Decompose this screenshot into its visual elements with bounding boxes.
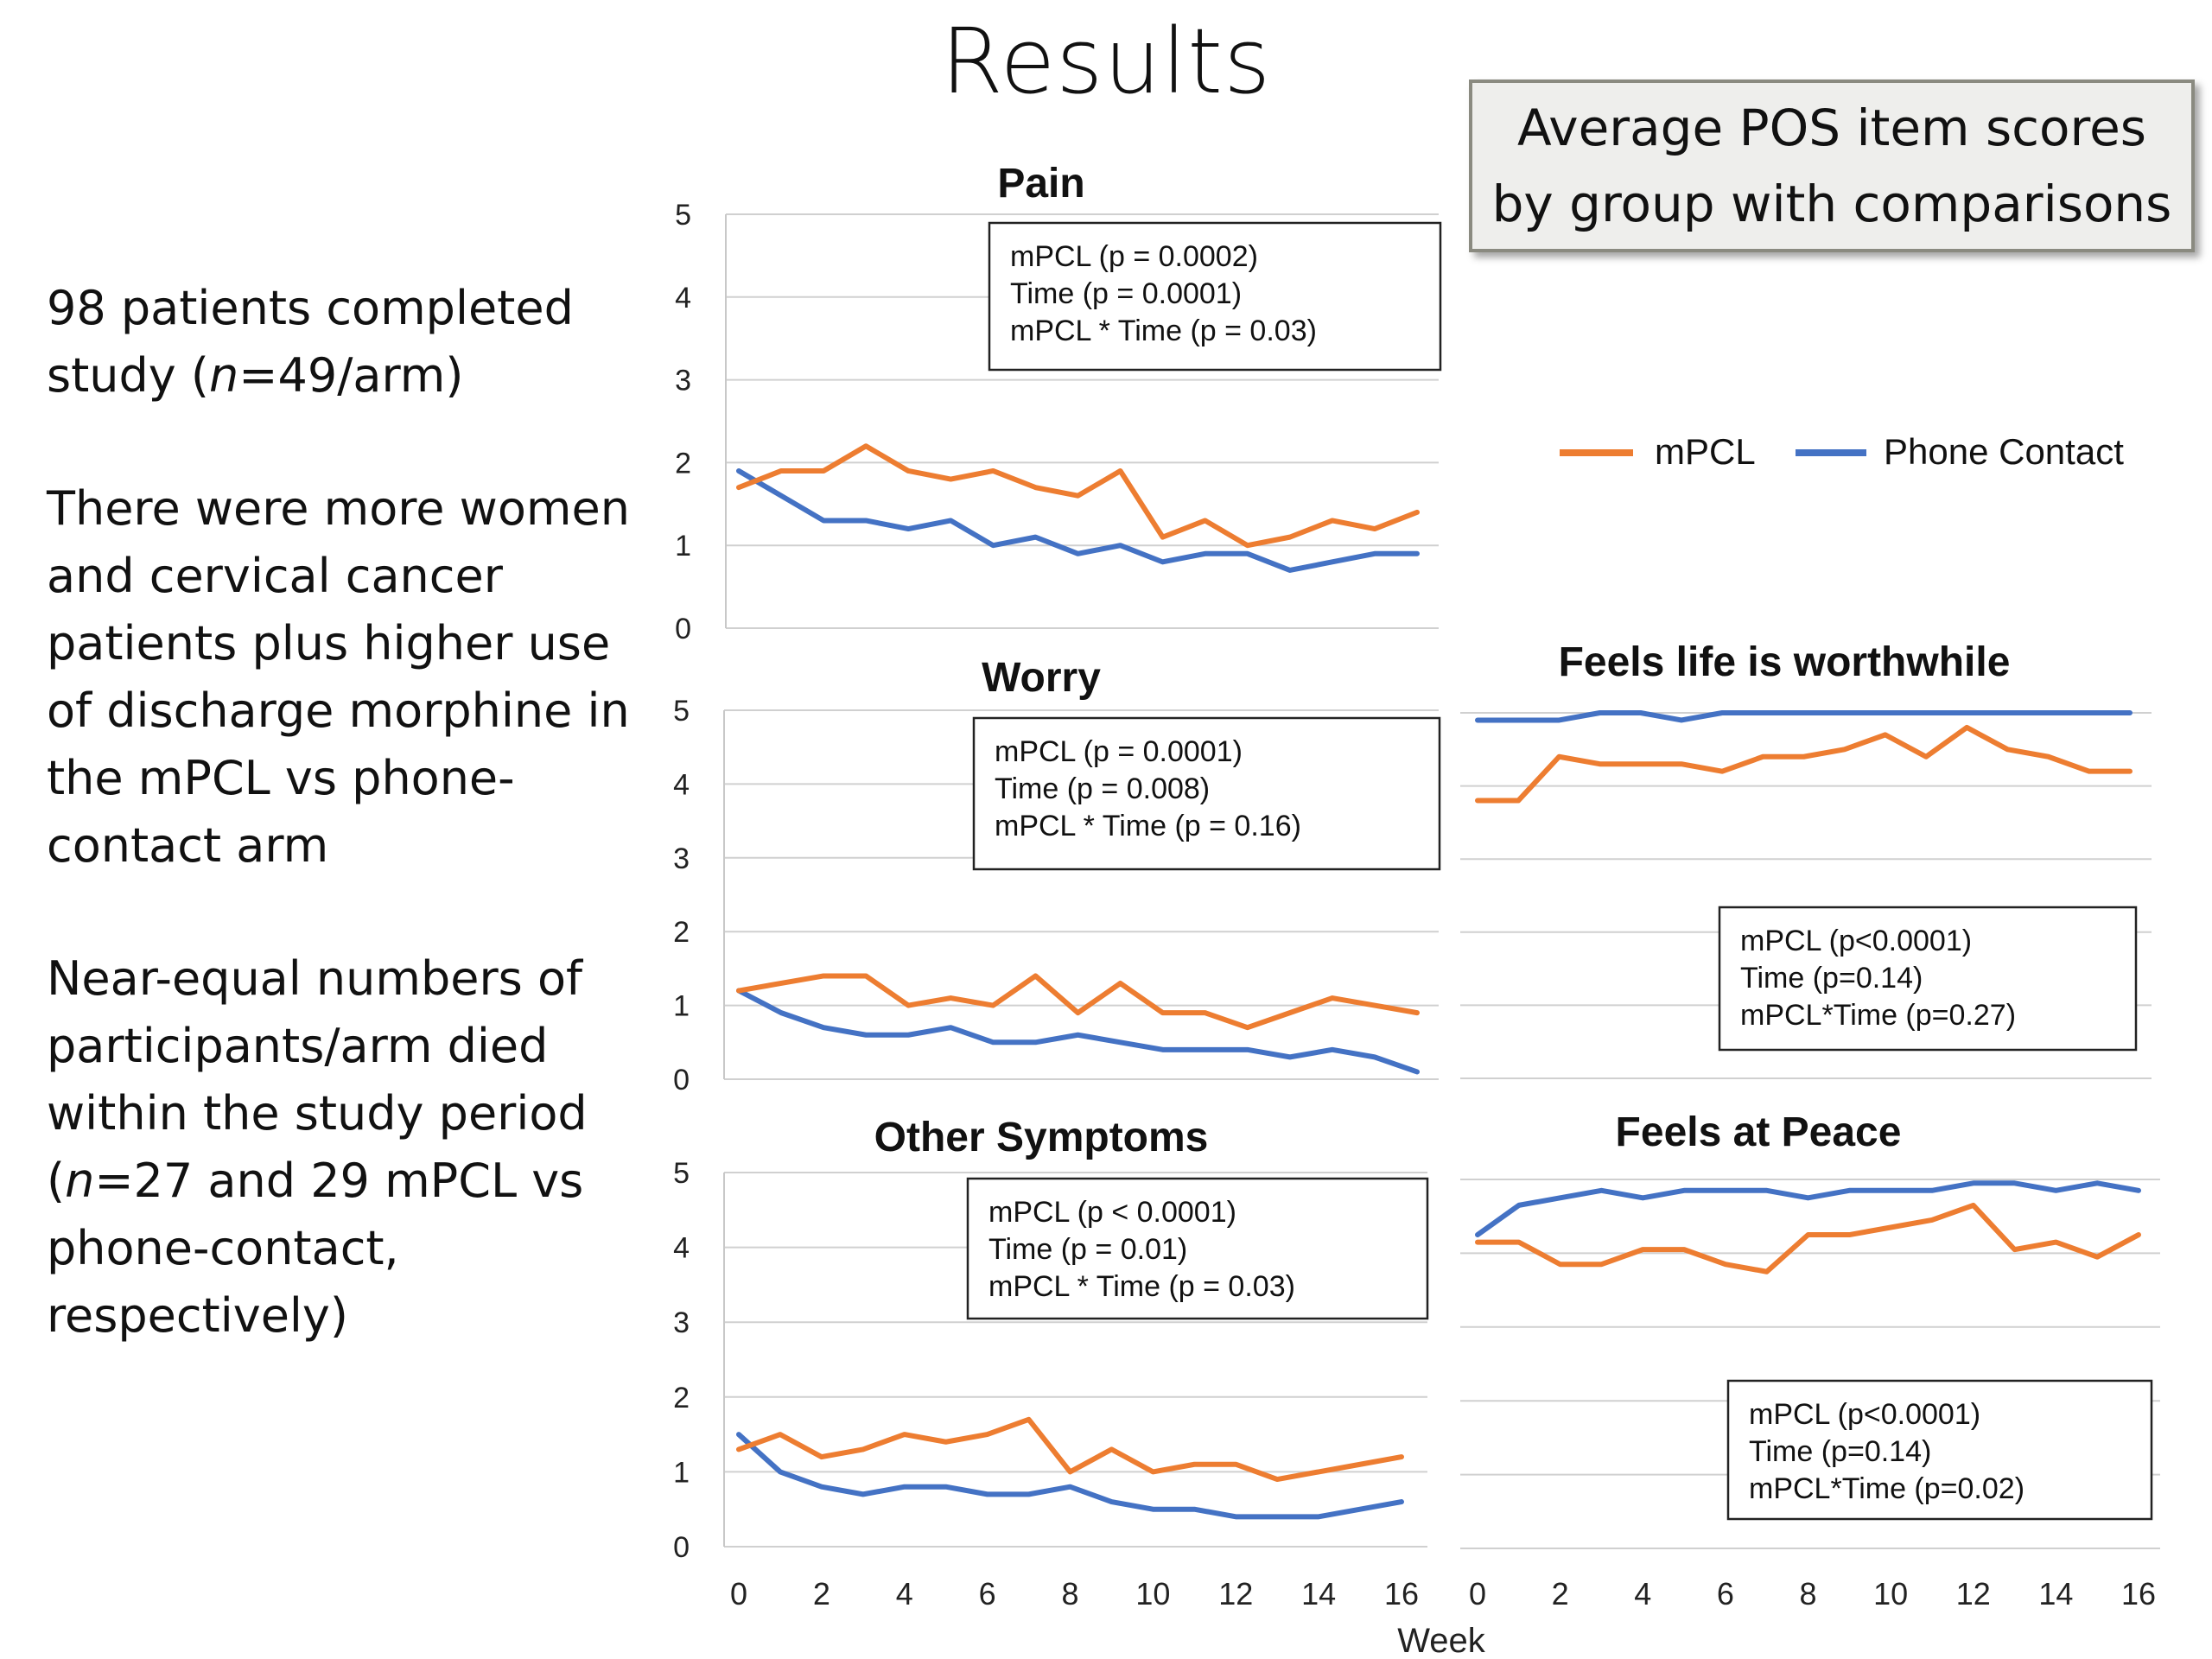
stats-line: Time (p = 0.01) [988,1233,1187,1266]
x-tick-label: 14 [2038,1576,2073,1611]
text-run: 98 patients completed study ( [47,281,574,403]
panel-title: Worry [982,655,1101,701]
x-tick-label: 14 [1301,1576,1336,1611]
x-tick-label: 12 [1218,1576,1253,1611]
stats-line: mPCL (p = 0.0002) [1010,240,1258,273]
x-tick-label: 0 [730,1576,747,1611]
series-line-mpcl [736,973,1420,1031]
x-tick-label: 16 [1384,1576,1419,1611]
x-tick-label: 12 [1956,1576,1991,1611]
stats-line: mPCL * Time (p = 0.03) [988,1270,1295,1303]
panel-title: Pain [997,161,1084,207]
series-line-phone-contact [1475,1180,2141,1238]
x-tick-label: 16 [2121,1576,2156,1611]
stats-line: mPCL (p<0.0001) [1749,1398,1980,1431]
y-tick-label: 1 [675,530,691,563]
series-line-mpcl [736,1416,1404,1483]
slide-title: Results [940,9,1272,114]
legend-label: Phone Contact [1884,431,2124,472]
x-tick-label: 10 [1873,1576,1908,1611]
x-tick-label: 8 [1061,1576,1078,1611]
italic-n: n [65,1154,95,1208]
stats-line: mPCL (p<0.0001) [1740,925,1972,957]
stats-line: mPCL * Time (p = 0.03) [1010,315,1317,347]
series-line-mpcl [1475,724,2133,804]
finding-paragraph-2: There were more women and cervical cance… [47,475,634,880]
italic-n: n [209,348,239,403]
panel-title: Feels life is worthwhile [1559,639,2011,685]
summary-line-1: Average POS item scores [1516,99,2147,157]
y-tick-label: 2 [673,916,690,949]
stats-line: Time (p = 0.0001) [1010,277,1242,310]
y-tick-label: 4 [673,1232,690,1265]
stats-box [1726,1379,2153,1521]
stats-line: mPCL * Time (p = 0.16) [995,810,1301,842]
key-findings-text: 98 patients completed study (n=49/arm) Th… [47,275,634,1415]
stats-line: Time (p=0.14) [1749,1435,1931,1468]
summary-line-2: by group with comparisons [1491,175,2172,233]
series-line-phone-contact [1475,710,2133,723]
x-tick-label: 10 [1135,1576,1170,1611]
x-tick-label: 4 [1634,1576,1651,1611]
y-tick-label: 1 [673,990,690,1023]
y-tick-label: 0 [673,1531,690,1564]
stats-box [972,716,1441,871]
legend-label: mPCL [1655,431,1756,472]
stats-line: mPCL (p = 0.0001) [995,735,1243,768]
finding-paragraph-3: Near-equal numbers of participants/arm d… [47,945,634,1350]
panel-title: Other Symptoms [874,1115,1209,1160]
stats-line: mPCL (p < 0.0001) [988,1196,1236,1229]
stats-line: Time (p=0.14) [1740,962,1923,995]
summary-box: Average POS item scores by group with co… [1469,79,2195,252]
stats-box [1718,906,2138,1052]
stats-box [988,221,1442,372]
panel-title: Feels at Peace [1616,1109,1902,1155]
y-tick-label: 5 [675,199,691,232]
x-tick-label: 6 [1717,1576,1734,1611]
stats-line: mPCL*Time (p=0.27) [1740,999,2016,1032]
x-axis-label: Week [1397,1622,1486,1659]
x-tick-label: 2 [813,1576,830,1611]
y-tick-label: 2 [673,1382,690,1414]
y-tick-label: 3 [675,365,691,397]
y-tick-label: 4 [673,768,690,801]
x-tick-label: 8 [1799,1576,1816,1611]
stats-line: mPCL*Time (p=0.02) [1749,1472,2024,1505]
finding-paragraph-1: 98 patients completed study (n=49/arm) [47,275,634,410]
x-tick-label: 6 [979,1576,996,1611]
y-tick-label: 1 [673,1456,690,1489]
x-tick-label: 2 [1552,1576,1569,1611]
x-tick-label: 0 [1469,1576,1486,1611]
text-run: =49/arm) [238,348,464,403]
x-tick-label: 4 [896,1576,913,1611]
stats-box [966,1177,1429,1320]
y-tick-label: 3 [673,842,690,875]
text-run: Near-equal numbers of participants/arm d… [47,951,588,1208]
y-tick-label: 5 [673,1157,690,1190]
series-line-mpcl [736,443,1420,549]
y-tick-label: 0 [673,1064,690,1096]
y-tick-label: 2 [675,447,691,480]
series-line-phone-contact [736,988,1420,1075]
text-run: =27 and 29 mPCL vs phone-contact, respec… [47,1154,584,1343]
y-tick-label: 5 [673,695,690,728]
text-run: There were more women and cervical cance… [47,481,630,873]
series-line-mpcl [1475,1202,2141,1274]
stats-line: Time (p = 0.008) [995,772,1210,805]
y-tick-label: 4 [675,282,691,315]
series-line-phone-contact [736,1432,1404,1520]
y-tick-label: 0 [675,613,691,645]
series-line-phone-contact [736,467,1420,573]
y-tick-label: 3 [673,1306,690,1339]
